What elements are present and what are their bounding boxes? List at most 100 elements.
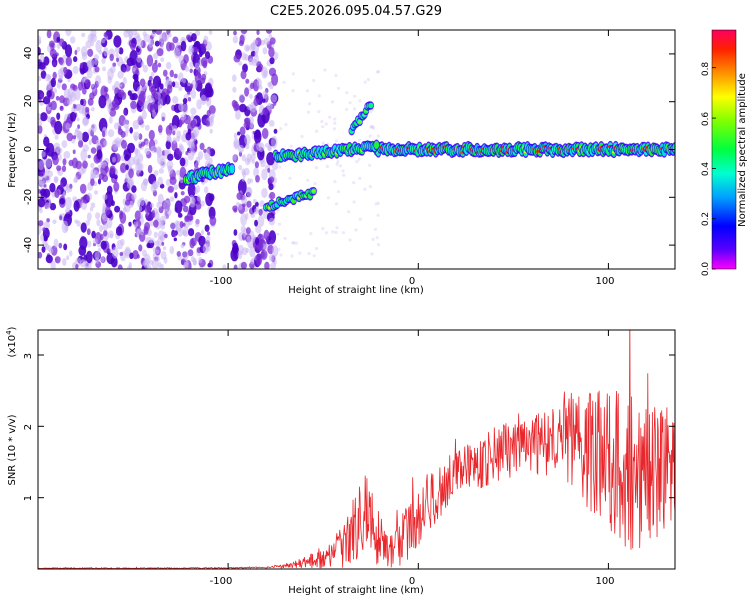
noise-speckle (357, 157, 361, 161)
noise-speckle (151, 212, 156, 218)
noise-speckle (40, 112, 48, 122)
snr-scale-base: (x10 (7, 335, 18, 358)
noise-speckle (114, 205, 121, 213)
noise-speckle (91, 123, 97, 133)
noise-speckle (180, 114, 187, 121)
noise-speckle (269, 57, 275, 65)
noise-speckle (336, 160, 340, 164)
noise-speckle (52, 62, 57, 67)
noise-speckle (45, 73, 52, 82)
noise-speckle (180, 243, 185, 249)
noise-speckle (127, 30, 131, 35)
noise-speckle (260, 249, 268, 260)
noise-speckle (172, 231, 177, 238)
noise-speckle (86, 67, 93, 79)
noise-speckle (240, 30, 248, 35)
noise-speckle (268, 33, 273, 39)
noise-speckle (376, 213, 380, 217)
noise-speckle (182, 205, 189, 213)
noise-speckle (160, 223, 166, 230)
noise-speckle (267, 145, 272, 151)
noise-speckle (187, 182, 196, 198)
noise-speckle (117, 89, 125, 98)
noise-speckle (253, 198, 257, 204)
noise-speckle (142, 64, 148, 73)
noise-speckle (204, 83, 213, 98)
noise-speckle (131, 185, 137, 193)
noise-speckle (305, 89, 310, 93)
noise-speckle (57, 68, 65, 78)
noise-speckle (74, 175, 79, 183)
noise-speckle (81, 32, 86, 38)
noise-speckle (328, 115, 332, 119)
noise-speckle (77, 124, 80, 129)
noise-speckle (263, 37, 271, 45)
noise-speckle (137, 114, 144, 124)
noise-speckle (140, 61, 145, 68)
noise-speckle (309, 232, 313, 236)
noise-speckle (187, 81, 191, 87)
noise-speckle (82, 116, 89, 125)
noise-speckle (276, 232, 280, 236)
noise-speckle (102, 223, 109, 231)
noise-speckle (41, 151, 46, 158)
noise-speckle (250, 50, 256, 57)
noise-speckle (256, 78, 262, 88)
noise-speckle (262, 47, 268, 55)
spectrogram-ytick-label: -20 (23, 189, 34, 205)
noise-speckle (80, 149, 88, 162)
noise-speckle (148, 129, 155, 141)
noise-speckle (250, 82, 255, 90)
noise-speckle (257, 215, 265, 227)
noise-speckle (193, 46, 198, 53)
noise-speckle (153, 170, 159, 176)
noise-speckle (99, 233, 104, 241)
noise-speckle (204, 51, 211, 60)
noise-speckle (139, 197, 145, 207)
noise-speckle (254, 161, 259, 169)
noise-speckle (374, 202, 378, 206)
noise-speckle (132, 120, 140, 130)
noise-speckle (175, 169, 181, 176)
noise-speckle (157, 62, 162, 68)
noise-speckle (147, 164, 153, 174)
noise-speckle (179, 157, 186, 167)
noise-speckle (153, 52, 159, 60)
noise-speckle (205, 120, 210, 127)
noise-speckle (196, 99, 202, 110)
noise-speckle (338, 164, 342, 168)
noise-speckle (368, 185, 372, 189)
noise-speckle (245, 212, 249, 220)
noise-speckle (145, 213, 149, 219)
noise-speckle (200, 94, 207, 106)
noise-speckle (233, 132, 238, 140)
noise-speckle (61, 140, 68, 149)
noise-speckle (78, 139, 84, 148)
noise-speckle (65, 122, 70, 130)
noise-speckle (255, 253, 263, 266)
noise-speckle (317, 110, 321, 114)
noise-speckle (306, 110, 310, 114)
noise-speckle (178, 72, 184, 83)
noise-speckle (163, 69, 168, 77)
noise-speckle (111, 156, 116, 163)
noise-speckle (269, 239, 274, 245)
noise-speckle (130, 100, 137, 110)
noise-speckle (167, 185, 174, 193)
noise-speckle (358, 217, 362, 221)
noise-speckle (87, 240, 92, 248)
noise-speckle (140, 122, 145, 128)
noise-speckle (183, 195, 191, 204)
noise-speckle (160, 57, 165, 62)
noise-speckle (240, 70, 247, 80)
noise-speckle (180, 40, 187, 52)
noise-speckle (119, 252, 124, 256)
noise-speckle (186, 34, 191, 41)
noise-speckle (256, 30, 260, 35)
noise-speckle (90, 162, 95, 169)
noise-speckle (125, 192, 133, 202)
noise-speckle (95, 212, 101, 220)
noise-speckle (250, 104, 257, 113)
snr-series-line (38, 330, 675, 569)
noise-speckle (70, 36, 76, 44)
